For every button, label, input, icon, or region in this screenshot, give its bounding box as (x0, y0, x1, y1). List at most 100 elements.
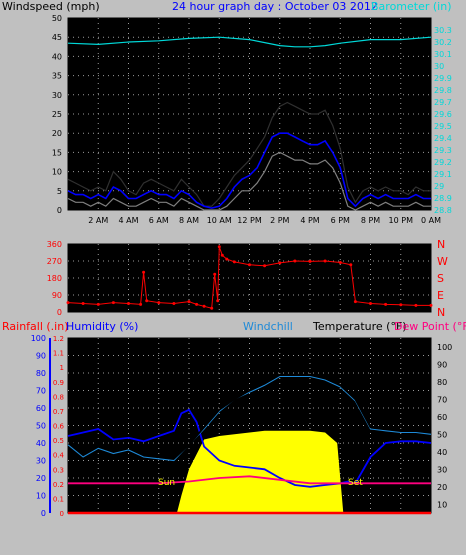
humidity-tick-label: 40 (36, 439, 46, 448)
direction-grid (68, 244, 431, 312)
windspeed-tick-label: 45 (52, 33, 62, 42)
direction-point (220, 253, 224, 257)
humidity-tick-label: 80 (36, 369, 46, 378)
rainfall-tick-label: 0.8 (53, 393, 64, 401)
rainfall-tick-label: 0.3 (53, 466, 64, 474)
average-line (67, 132, 431, 209)
direction-point (429, 303, 433, 307)
barometer-axis-label: Barometer (in) (371, 0, 452, 13)
direction-point (232, 260, 236, 264)
barometer-tick-label: 29 (434, 182, 444, 191)
barometer-tick-label: 29.9 (434, 74, 452, 83)
compass-tick-label: N (437, 238, 445, 251)
direction-line (67, 246, 431, 309)
temperature-tick-label: 20 (437, 483, 447, 492)
temperature-line (67, 373, 432, 460)
windspeed-tick-label: 10 (52, 168, 62, 177)
barometer-tick-label: 30.3 (434, 26, 452, 35)
windspeed-tick-label: 50 (52, 14, 62, 23)
windspeed-tick-label: 5 (57, 187, 62, 196)
rainfall-tick-label: 0.2 (53, 481, 64, 489)
temperature-tick-label: 70 (437, 395, 447, 404)
barometer-tick-label: 30 (434, 62, 444, 71)
humidity-tick-label: 0 (41, 509, 46, 518)
temperature-tick-label: 60 (437, 413, 447, 422)
humidity-tick-label: 30 (36, 457, 46, 466)
direction-point (263, 264, 267, 268)
temperature-series (67, 373, 432, 515)
wind-series (67, 36, 432, 211)
temperature-tick-labels: 0 0.1 0.2 0.3 0.4 0.5 0.6 0.7 0.8 0.9 1 1.1 1.2 0 10 20… (31, 334, 453, 518)
time-tick-label: 8 PM (361, 216, 380, 225)
rainfall-tick-label: 1.2 (53, 335, 64, 343)
direction-point (172, 302, 176, 305)
direction-series (66, 245, 433, 310)
barometer-tick-label: 29.6 (434, 110, 452, 119)
humidity-tick-label: 10 (36, 492, 46, 501)
barometer-tick-label: 29.4 (434, 134, 452, 143)
direction-point (202, 304, 206, 308)
barometer-tick-label: 29.7 (434, 98, 452, 107)
barometer-tick-label: 28.8 (434, 206, 452, 215)
direction-point (142, 270, 146, 274)
humidity-line (67, 408, 432, 488)
direction-point (111, 301, 115, 305)
direction-point (139, 302, 143, 306)
time-tick-label: 6 PM (331, 216, 350, 225)
humidity-temperature-panel: 0 0.1 0.2 0.3 0.4 0.5 0.6 0.7 0.8 0.9 1 1.1 1.2 0 10 20… (2, 320, 466, 518)
barometer-tick-label: 30.1 (434, 50, 452, 59)
direction-point (145, 299, 149, 303)
wind-grid (68, 18, 431, 210)
direction-point (225, 257, 229, 261)
direction-point (399, 303, 403, 307)
direction-point (384, 302, 388, 306)
sunrise-annotation: Sun (158, 478, 175, 488)
humidity-tick-label: 100 (31, 334, 46, 343)
direction-tick-label: 180 (47, 274, 62, 283)
humidity-tick-label: 20 (36, 474, 46, 483)
rainfall-tick-label: 0.1 (53, 495, 64, 503)
direction-point (195, 302, 199, 306)
direction-point (349, 263, 353, 267)
direction-point (278, 261, 282, 265)
barometer-tick-label: 28.9 (434, 194, 452, 203)
time-tick-label: 2 PM (270, 216, 289, 225)
direction-point (81, 302, 85, 305)
time-tick-label: 0 AM (421, 216, 441, 225)
windspeed-tick-label: 15 (52, 148, 62, 157)
chart-title: 24 hour graph day : October 03 2012 (172, 0, 378, 13)
direction-point (216, 299, 220, 303)
direction-point (293, 259, 297, 263)
dewpoint-line (68, 475, 431, 485)
direction-point (187, 300, 191, 304)
compass-tick-label: N (437, 306, 445, 319)
direction-point (217, 245, 221, 249)
windspeed-tick-label: 25 (52, 110, 62, 119)
wind-line (67, 151, 431, 211)
rainfall-tick-label: 0.6 (53, 423, 65, 431)
windspeed-tick-label: 35 (52, 72, 62, 81)
barometer-tick-label: 30.2 (434, 38, 452, 47)
barometer-tick-label: 29.1 (434, 170, 452, 179)
barometer-tick-label: 29.2 (434, 158, 452, 167)
sunset-annotation: Set (348, 478, 363, 488)
time-tick-label: 10 PM (389, 216, 414, 225)
direction-point (248, 263, 251, 267)
windspeed-axis-label: Windspeed (mph) (2, 0, 100, 13)
humidity-tick-label: 70 (36, 387, 46, 396)
rainfall-tick-label: 0.9 (53, 379, 64, 387)
humidity-tick-label: 90 (36, 352, 46, 361)
wind-tick-labels: 0 5 10 15 20 25 30 35 40 45 50 28.8 28.9 29 29.1 29.2 29… (52, 14, 452, 225)
temperature-tick-label: 80 (437, 378, 447, 387)
rainfall-axis-label: Rainfall (.in) (2, 320, 69, 333)
windchill-line (67, 375, 432, 462)
direction-point (414, 303, 418, 307)
time-tick-label: 12 PM (237, 216, 262, 225)
temperature-tick-label: 90 (437, 360, 447, 369)
rainfall-tick-label: 1 (60, 364, 64, 372)
direction-tick-label: 270 (47, 257, 62, 266)
time-tick-label: 4 PM (300, 216, 319, 225)
direction-point (338, 261, 342, 264)
